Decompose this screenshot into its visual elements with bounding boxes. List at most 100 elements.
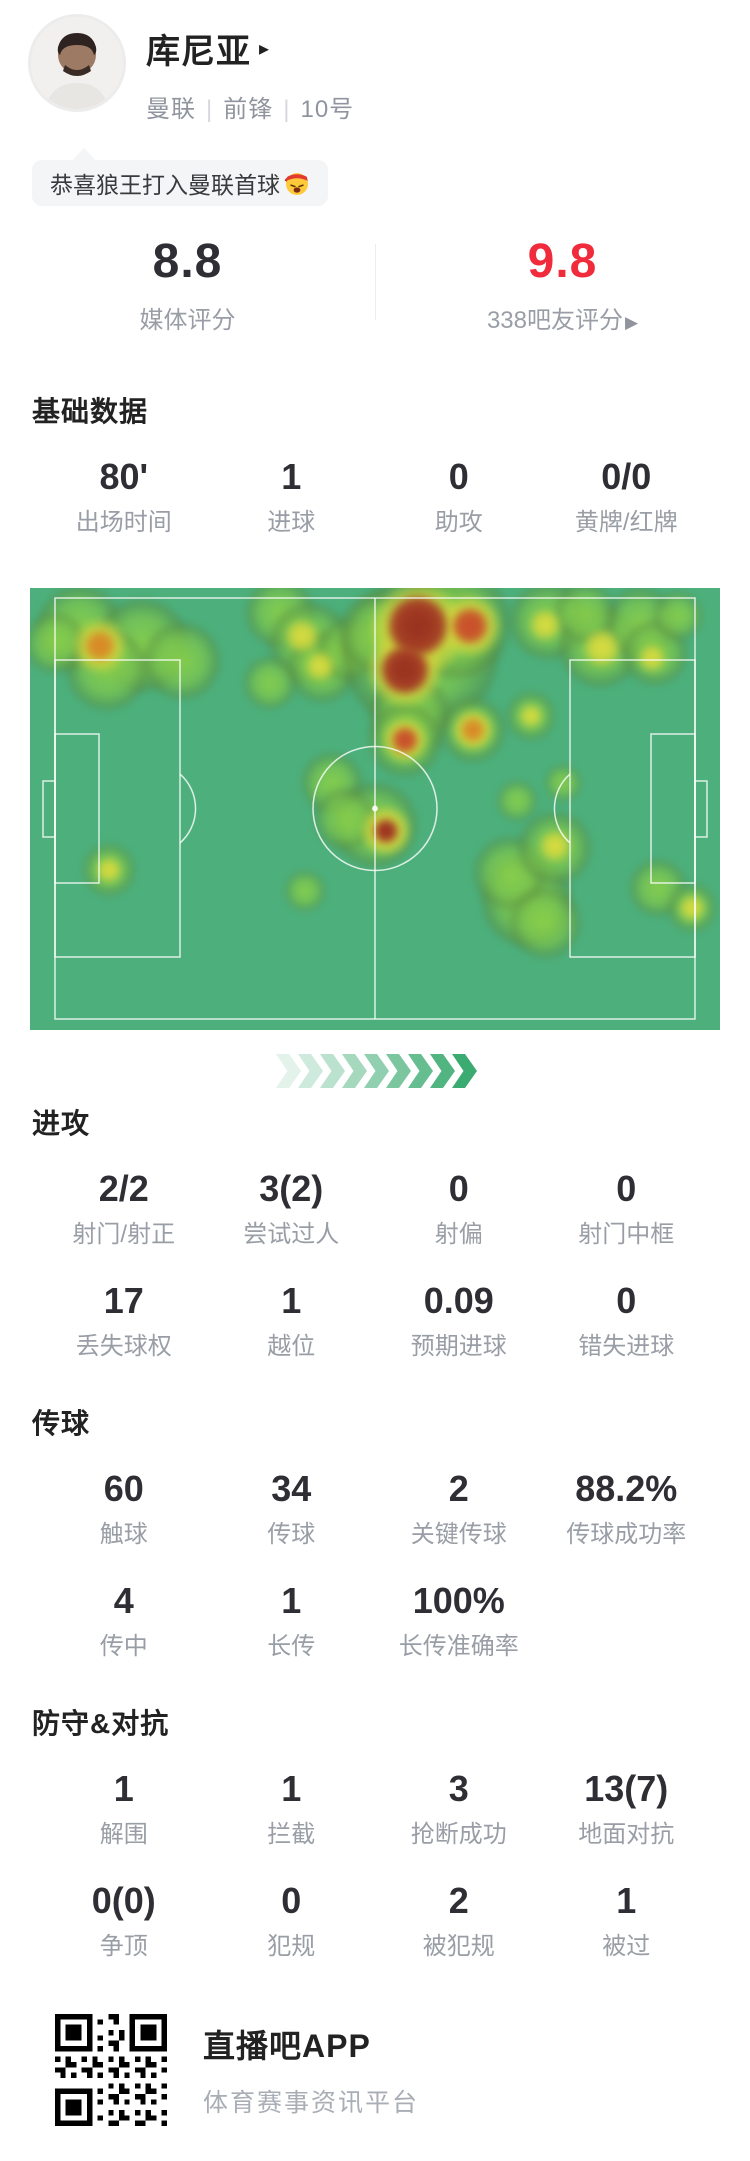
fan-rating-value: 9.8	[527, 235, 598, 288]
fan-score-arrow-icon: ▶	[624, 313, 639, 332]
app-name: 直播吧APP	[203, 2028, 371, 2064]
media-rating-value: 8.8	[152, 235, 223, 288]
avatar-photo	[31, 17, 123, 109]
heat-blob	[392, 727, 418, 753]
media-rating-label: 媒体评分	[139, 307, 236, 334]
stat-value: 1	[281, 1280, 302, 1321]
heat-blob	[452, 608, 488, 644]
heat-blob	[497, 781, 537, 821]
stat-row: 2/2 射门/射正 3(2) 尝试过人 0 射偏 0 射门中框	[0, 1168, 750, 1250]
stat-cell: 1 拦截	[208, 1768, 376, 1850]
section-title: 传球	[32, 1408, 91, 1439]
stat-cell	[543, 1580, 711, 1662]
heat-blob	[381, 646, 429, 694]
stat-label: 长传准确率	[398, 1633, 519, 1660]
chevron-right-icon	[408, 1054, 433, 1088]
player-name-row[interactable]: 库尼亚 ▸	[146, 24, 354, 73]
stat-cell: 17 丢失球权	[40, 1280, 208, 1362]
section-defense: 防守&对抗 1 解围 1 拦截 3 抢断成功 13(7) 地面对抗 0(0) 争…	[0, 1702, 750, 1962]
heat-blob	[545, 765, 581, 801]
ratings-divider	[375, 244, 376, 320]
stat-value: 3(2)	[259, 1168, 324, 1209]
stat-label: 预期进球	[410, 1333, 507, 1360]
stat-label: 进球	[267, 509, 316, 536]
section-title: 基础数据	[32, 396, 149, 427]
heat-blob	[244, 657, 296, 709]
stat-cell: 0/0 黄牌/红牌	[543, 456, 711, 538]
chevron-right-icon	[430, 1054, 455, 1088]
stat-value: 0	[616, 1280, 637, 1321]
stat-cell: 34 传球	[208, 1468, 376, 1550]
section-attack: 进攻 2/2 射门/射正 3(2) 尝试过人 0 射偏 0 射门中框 17 丢失…	[0, 1102, 750, 1362]
stat-label: 尝试过人	[243, 1221, 340, 1248]
stat-cell: 4 传中	[40, 1580, 208, 1662]
stat-cell: 0 错失进球	[543, 1280, 711, 1362]
fan-rating-label: 338吧友评分 ▶	[486, 307, 639, 334]
stat-value: 60	[103, 1468, 144, 1509]
stat-cell: 1 被过	[543, 1880, 711, 1962]
stat-cell: 100% 长传准确率	[375, 1580, 543, 1662]
chevron-right-icon	[452, 1054, 477, 1088]
heat-blob	[540, 831, 570, 861]
heat-blob	[510, 888, 580, 958]
stat-value: 80'	[99, 456, 149, 497]
player-position: 前锋	[223, 96, 274, 123]
comment-bubble: 恭喜狼王打入曼联首球	[32, 148, 328, 206]
stat-value: 2	[448, 1880, 469, 1921]
stat-row: 17 丢失球权 1 越位 0.09 预期进球 0 错失进球	[0, 1280, 750, 1362]
stat-label: 抢断成功	[410, 1821, 507, 1848]
stat-row: 80' 出场时间 1 进球 0 助攻 0/0 黄牌/红牌	[0, 456, 750, 538]
stat-value: 0	[616, 1168, 637, 1209]
stat-cell: 1 解围	[40, 1768, 208, 1850]
player-header: 库尼亚 ▸ 曼联 | 前锋 | 10号	[0, 0, 750, 126]
stat-value: 2	[448, 1468, 469, 1509]
stat-value: 0/0	[601, 456, 652, 497]
stat-label: 长传	[267, 1633, 316, 1660]
stat-cell: 60 触球	[40, 1468, 208, 1550]
stat-label: 传中	[99, 1633, 148, 1660]
stat-cell: 0 助攻	[375, 456, 543, 538]
player-heatmap	[30, 588, 720, 1030]
stat-label: 黄牌/红牌	[574, 509, 678, 536]
stat-label: 被犯规	[422, 1933, 495, 1960]
chevron-right-icon	[342, 1054, 367, 1088]
stat-label: 出场时间	[75, 509, 172, 536]
chevron-right-icon	[320, 1054, 345, 1088]
stat-cell: 3(2) 尝试过人	[208, 1168, 376, 1250]
section-passing: 传球 60 触球 34 传球 2 关键传球 88.2% 传球成功率 4 传中 1…	[0, 1402, 750, 1662]
stat-value: 0(0)	[91, 1880, 156, 1921]
stat-label: 被过	[602, 1933, 651, 1960]
stat-value: 17	[103, 1280, 144, 1321]
stat-cell: 0 射偏	[375, 1168, 543, 1250]
heat-blob	[680, 896, 704, 920]
stat-value: 1	[281, 1580, 302, 1621]
heat-blob	[306, 652, 334, 680]
media-rating: 8.8 媒体评分	[0, 235, 375, 335]
stat-value: 0	[448, 1168, 469, 1209]
stat-value: 88.2%	[575, 1468, 678, 1509]
stat-cell: 1 越位	[208, 1280, 376, 1362]
chevron-right-icon	[276, 1054, 301, 1088]
chevron-right-icon	[386, 1054, 411, 1088]
stat-label: 拦截	[267, 1821, 316, 1848]
stat-row: 60 触球 34 传球 2 关键传球 88.2% 传球成功率	[0, 1468, 750, 1550]
stat-label: 越位	[267, 1333, 316, 1360]
app-tagline: 体育赛事资讯平台	[203, 2089, 420, 2117]
heat-blob	[520, 705, 542, 727]
stat-value: 3	[448, 1768, 469, 1809]
heat-blob	[461, 718, 485, 742]
stat-value: 2/2	[98, 1168, 149, 1209]
stat-cell: 0.09 预期进球	[375, 1280, 543, 1362]
stat-label: 解围	[99, 1821, 148, 1848]
stat-value: 34	[271, 1468, 312, 1509]
stat-cell: 80' 出场时间	[40, 456, 208, 538]
stat-cell: 88.2% 传球成功率	[543, 1468, 711, 1550]
fan-rating[interactable]: 9.8 338吧友评分 ▶	[375, 235, 750, 335]
stat-value: 13(7)	[584, 1768, 669, 1809]
expand-arrow-icon: ▸	[259, 37, 270, 60]
heat-blob	[85, 631, 115, 661]
pitch-lines	[42, 597, 708, 1020]
stat-cell: 2 关键传球	[375, 1468, 543, 1550]
stat-value: 0	[281, 1880, 302, 1921]
stat-cell: 2/2 射门/射正	[40, 1168, 208, 1250]
